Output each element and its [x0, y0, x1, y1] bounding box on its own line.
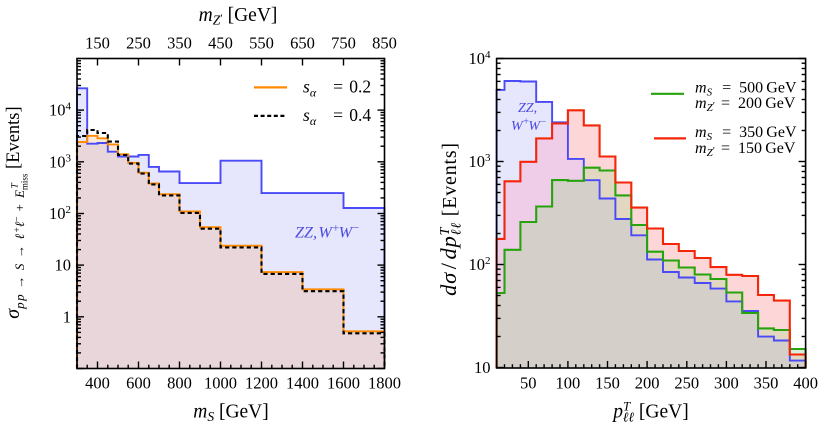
svg-text:200: 200 [635, 373, 660, 392]
svg-text:250: 250 [126, 34, 151, 53]
svg-text:mS [GeV]: mS [GeV] [193, 402, 269, 425]
svg-text:mZ′=150 GeV: mZ′ = 150 GeV [695, 140, 796, 159]
svg-text:100: 100 [556, 373, 581, 392]
svg-text:400: 400 [85, 373, 110, 392]
svg-text:150: 150 [595, 373, 620, 392]
svg-text:10: 10 [55, 256, 72, 275]
svg-text:1400: 1400 [286, 373, 319, 392]
svg-text:300: 300 [714, 373, 739, 392]
svg-text:350: 350 [754, 373, 779, 392]
svg-text:750: 750 [331, 34, 356, 53]
svg-text:400: 400 [793, 373, 818, 392]
svg-text:800: 800 [167, 373, 192, 392]
svg-text:50: 50 [520, 373, 537, 392]
svg-text:W+W−: W+W− [511, 117, 547, 135]
svg-text:pTℓℓ [GeV]: pT ℓℓ [GeV] [611, 399, 688, 425]
svg-text:sα=0.4: sα = 0.4 [303, 105, 371, 128]
svg-text:550: 550 [249, 34, 274, 53]
svg-text:600: 600 [126, 373, 151, 392]
svg-text:250: 250 [674, 373, 699, 392]
svg-text:150: 150 [85, 34, 110, 53]
svg-text:1200: 1200 [245, 373, 278, 392]
svg-text:350: 350 [167, 34, 192, 53]
svg-text:1000: 1000 [204, 373, 237, 392]
svg-text:mZ′ [GeV]: mZ′ [GeV] [199, 5, 278, 28]
svg-text:sα=0.2: sα = 0.2 [303, 77, 371, 100]
svg-text:10: 10 [474, 358, 491, 377]
svg-text:ZZ,: ZZ, [518, 101, 537, 116]
svg-text:850: 850 [372, 34, 397, 53]
svg-text:mZ′=200 GeV: mZ′ = 200 GeV [695, 95, 796, 114]
svg-text:mS=500 GeV: mS = 500 GeV [695, 80, 797, 99]
svg-text:1800: 1800 [368, 373, 401, 392]
svg-text:650: 650 [290, 34, 315, 53]
svg-text:450: 450 [208, 34, 233, 53]
svg-text:1600: 1600 [327, 373, 360, 392]
svg-text:σpp → S → ℓ+ℓ− + ETmiss [Event: σpp → S → ℓ+ℓ− + ETmiss [Events] [2, 106, 30, 318]
svg-text:dσ / dpTℓℓ [Events]: dσ / dpTℓℓ [Events] [436, 142, 465, 296]
svg-text:ZZ, W+W−: ZZ, W+W− [295, 222, 360, 241]
svg-text:mS=350 GeV: mS = 350 GeV [695, 124, 797, 143]
svg-text:1: 1 [63, 307, 71, 326]
